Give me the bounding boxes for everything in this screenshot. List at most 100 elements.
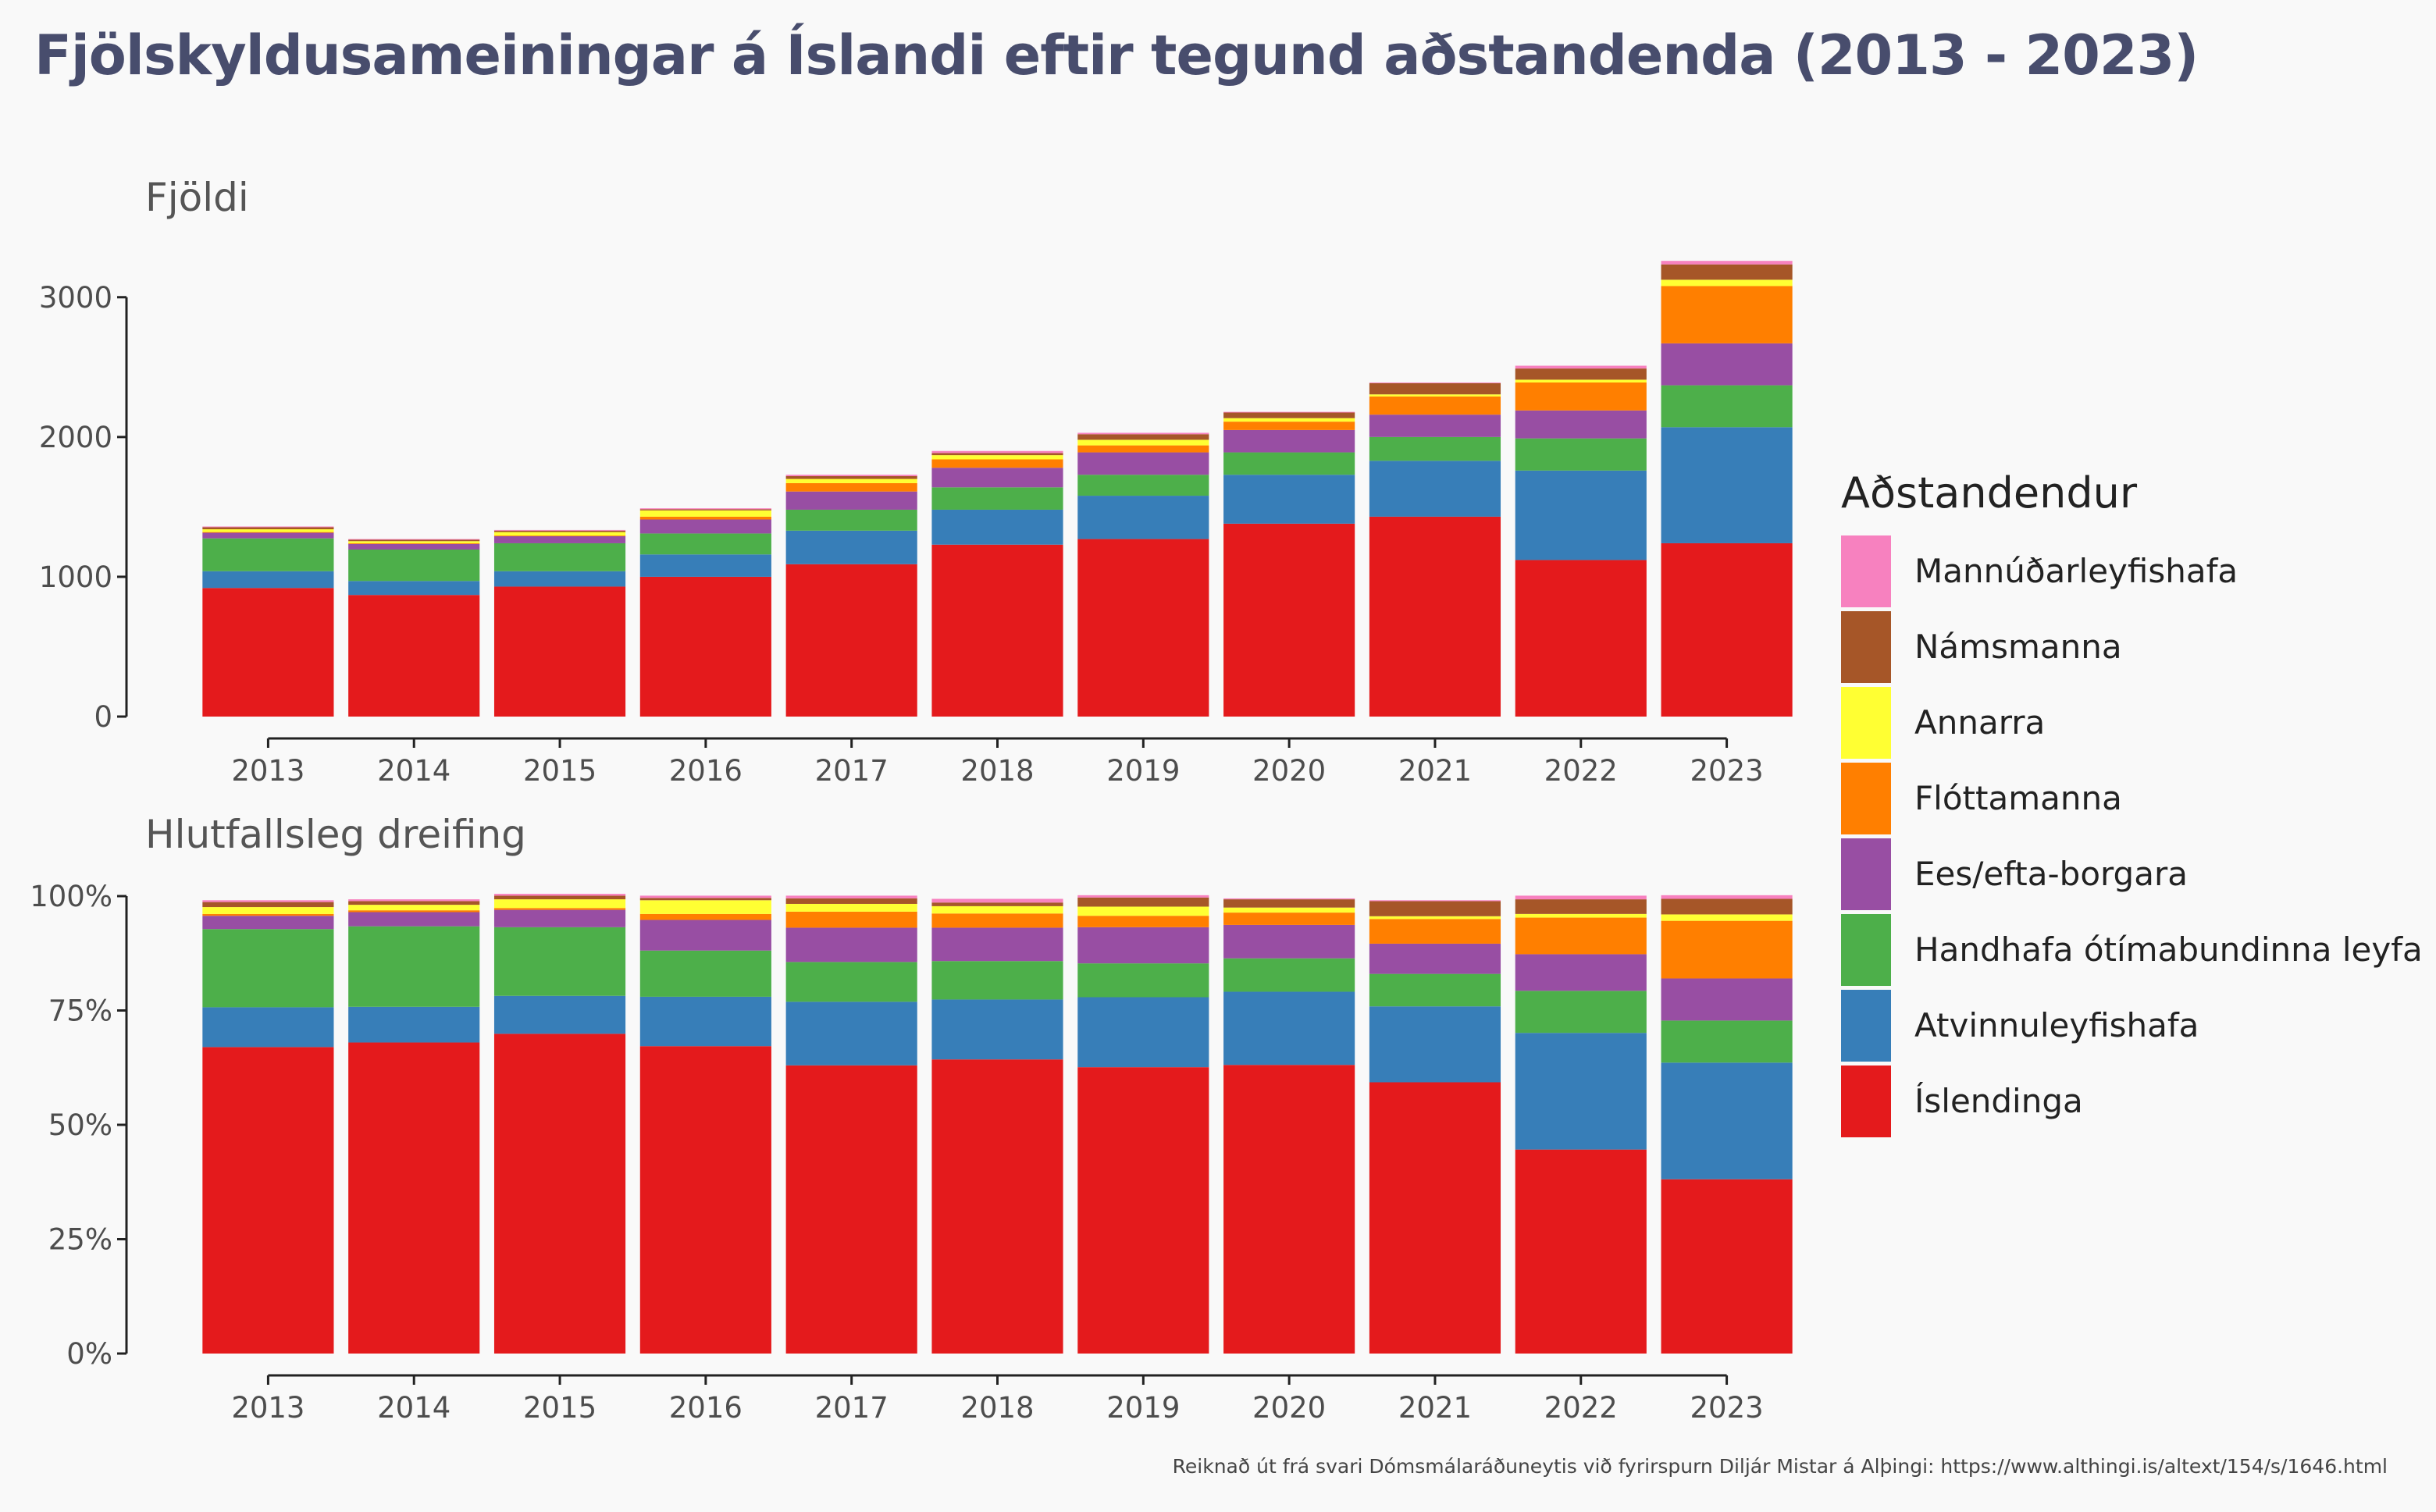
bar-segment: [1077, 432, 1209, 435]
bar-segment: [348, 595, 480, 717]
bar-segment: [493, 586, 626, 717]
bar-segment: [202, 532, 334, 539]
bar-segment: [493, 535, 626, 536]
bar-segment: [493, 571, 626, 587]
x-tick-label: 2015: [523, 754, 597, 788]
legend-item: Mannúðarleyfishafa: [1841, 533, 2423, 609]
x-tick-label: 2020: [1252, 1391, 1326, 1425]
bar-segment: [785, 895, 917, 898]
bar-segment: [931, 898, 1063, 903]
bar-segment: [785, 927, 917, 962]
bar-segment: [639, 533, 771, 555]
bar-segment: [1223, 898, 1355, 900]
y-tick-label: 1000: [39, 560, 112, 594]
legend-title: Aðstandendur: [1841, 468, 2138, 518]
y-tick-label: 0: [94, 700, 112, 734]
bar-segment: [1369, 382, 1501, 383]
bar-segment: [493, 529, 626, 531]
legend-label: Flóttamanna: [1914, 779, 2122, 817]
bar-segment: [1515, 560, 1647, 717]
bar-segment: [785, 530, 917, 564]
bar-segment: [348, 1006, 480, 1043]
bar-segment: [1661, 898, 1793, 915]
legend: Aðstandendur Mannúðarleyfishafa Námsmanna…: [1841, 468, 2423, 1139]
bar-segment: [202, 532, 334, 533]
bar-segment: [348, 926, 480, 1007]
bar-segment: [348, 543, 480, 550]
bar-segment: [493, 908, 626, 910]
bar-segment: [931, 999, 1063, 1060]
legend-label: Annarra: [1914, 703, 2046, 742]
bar-segment: [1077, 906, 1209, 916]
legend-item: Ees/efta-borgara: [1841, 836, 2423, 912]
chart-title: Fjölskyldusameiningar á Íslandi eftir te…: [34, 23, 2199, 87]
bar-segment: [785, 475, 917, 479]
bar-segment: [1515, 365, 1647, 369]
legend-swatch: [1841, 535, 1891, 607]
bar-segment: [1223, 924, 1355, 959]
panel-title-count: Fjöldi: [145, 175, 249, 220]
source-caption: Reiknað út frá svari Dómsmálaráðuneytis …: [1172, 1455, 2388, 1478]
bar-segment: [1077, 539, 1209, 717]
bar-segment: [493, 909, 626, 927]
bar-segment: [1515, 368, 1647, 380]
bar-segment: [1515, 379, 1647, 383]
bar-segment: [1369, 394, 1501, 397]
x-tick-label: 2018: [960, 1391, 1034, 1425]
bar-segment: [1223, 411, 1355, 413]
bar-segment: [931, 961, 1063, 1000]
bar-segment: [1515, 1033, 1647, 1150]
bar-segment: [1223, 899, 1355, 908]
legend-label: Mannúðarleyfishafa: [1914, 552, 2238, 590]
bar-segment: [202, 916, 334, 930]
bar-segment: [348, 541, 480, 543]
legend-label: Ees/efta-borgara: [1914, 855, 2188, 893]
bar-segment: [639, 554, 771, 577]
bar-segment: [1661, 286, 1793, 343]
bar-segment: [931, 544, 1063, 717]
x-tick-label: 2014: [377, 1391, 451, 1425]
bar-segment: [1661, 261, 1793, 265]
bar-segment: [1369, 1082, 1501, 1354]
bar-segment: [1661, 1020, 1793, 1063]
x-tick-label: 2018: [960, 754, 1034, 788]
x-tick-label: 2020: [1252, 754, 1326, 788]
legend-label: Íslendinga: [1914, 1082, 2083, 1120]
bar-segment: [639, 895, 771, 898]
bar-segment: [1077, 1067, 1209, 1354]
bar-segment: [639, 510, 771, 517]
bar-segment: [1661, 895, 1793, 899]
bar-segment: [202, 526, 334, 528]
x-tick-label: 2021: [1398, 1391, 1472, 1425]
bar-segment: [348, 539, 480, 542]
bar-segment: [348, 912, 480, 927]
bar-segment: [1661, 1179, 1793, 1354]
legend-swatch: [1841, 610, 1891, 683]
x-tick-label: 2017: [815, 1391, 889, 1425]
bar-segment: [785, 1065, 917, 1354]
bar-segment: [1077, 452, 1209, 475]
x-tick-label: 2016: [669, 1391, 743, 1425]
bar-segment: [1515, 382, 1647, 411]
bar-segment: [1515, 913, 1647, 918]
bar-segment: [639, 996, 771, 1047]
bar-segment: [639, 900, 771, 914]
bar-segment: [639, 519, 771, 534]
bar-segment: [639, 913, 771, 920]
bar-segment: [202, 588, 334, 717]
legend-swatch: [1841, 838, 1891, 910]
bar-segment: [785, 898, 917, 904]
bar-segment: [1661, 264, 1793, 280]
y-tick-label: 2000: [39, 421, 112, 454]
bar-segment: [348, 539, 480, 540]
bar-segment: [493, 995, 626, 1034]
bar-segment: [493, 895, 626, 900]
bar-segment: [493, 1033, 626, 1354]
bar-segment: [348, 543, 480, 544]
bar-segment: [202, 538, 334, 571]
bar-segment: [639, 509, 771, 511]
bar-segment: [931, 455, 1063, 460]
bar-segment: [1369, 900, 1501, 902]
legend-label: Námsmanna: [1914, 628, 2122, 666]
bar-segment: [202, 1007, 334, 1048]
